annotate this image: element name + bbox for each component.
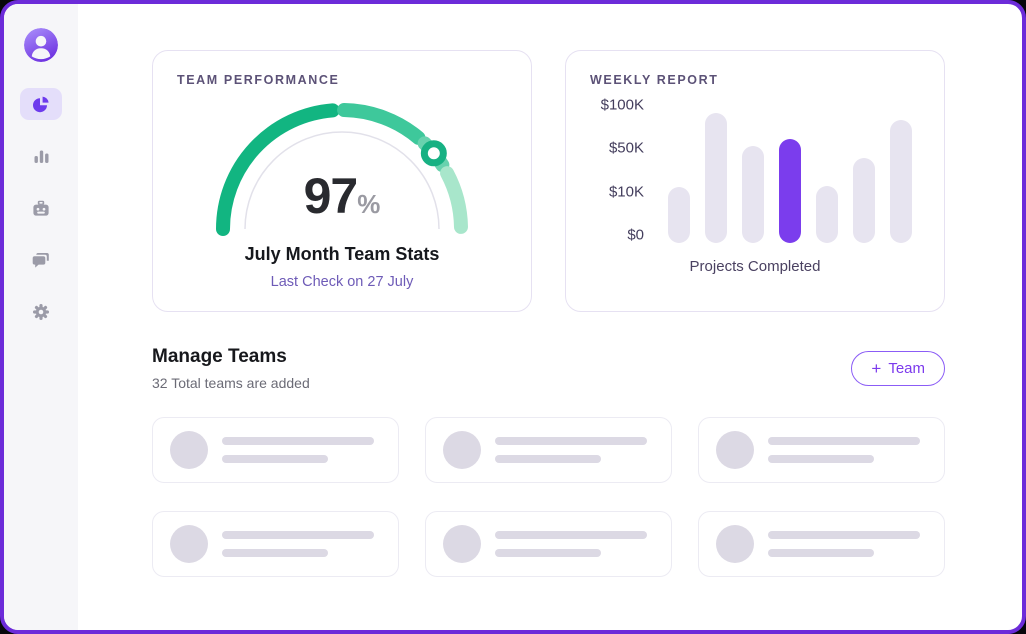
weekly-bar-chart: $0 $10K $50K $100K: [590, 97, 920, 244]
team-performance-title: TEAM PERFORMANCE: [177, 73, 340, 87]
top-cards-row: TEAM PERFORMANCE 97% July Month Team Sta…: [152, 50, 945, 312]
sidebar-item-dashboard[interactable]: [20, 88, 62, 120]
y-axis-tick: $0: [627, 226, 644, 244]
team-performance-card: TEAM PERFORMANCE 97% July Month Team Sta…: [152, 50, 532, 312]
sidebar-item-bots[interactable]: [20, 192, 62, 224]
gauge-caption: Last Check on 27 July: [270, 274, 414, 290]
gauge-marker: [420, 140, 447, 167]
team-card[interactable]: [698, 511, 945, 577]
bar[interactable]: [816, 185, 838, 243]
placeholder-line: [222, 437, 374, 445]
placeholder-line: [768, 531, 920, 539]
add-team-button-label: Team: [888, 360, 925, 377]
weekly-report-title: WEEKLY REPORT: [590, 73, 719, 87]
y-axis-tick: $10K: [608, 183, 644, 201]
gauge-subtitle: July Month Team Stats: [244, 244, 440, 264]
team-grid: [152, 417, 945, 577]
chat-icon: [32, 252, 49, 268]
team-card[interactable]: [425, 417, 672, 483]
sidebar-item-messages[interactable]: [20, 244, 62, 276]
team-text-placeholder: [222, 437, 374, 463]
team-avatar-placeholder: [716, 431, 754, 469]
placeholder-line: [495, 531, 647, 539]
sidebar-item-settings[interactable]: [20, 296, 62, 328]
plus-icon: +: [871, 359, 882, 378]
sidebar: [4, 4, 78, 630]
team-avatar-placeholder: [443, 431, 481, 469]
bar-chart-icon: [34, 150, 48, 163]
team-avatar-placeholder: [716, 525, 754, 563]
performance-gauge: 97%: [207, 95, 477, 242]
gear-icon: [33, 304, 49, 320]
main-content: TEAM PERFORMANCE 97% July Month Team Sta…: [78, 4, 1022, 630]
user-avatar[interactable]: [24, 28, 58, 62]
bar[interactable]: [668, 187, 690, 243]
team-card[interactable]: [152, 417, 399, 483]
placeholder-line: [495, 437, 647, 445]
sidebar-nav: [20, 88, 62, 328]
x-axis-label: Projects Completed: [689, 258, 821, 275]
placeholder-line: [768, 455, 874, 463]
manage-teams-text: Manage Teams 32 Total teams are added: [152, 346, 310, 391]
team-text-placeholder: [768, 531, 920, 557]
team-card[interactable]: [698, 417, 945, 483]
placeholder-line: [768, 437, 920, 445]
y-axis: $0 $10K $50K $100K: [590, 97, 644, 244]
team-avatar-placeholder: [443, 525, 481, 563]
manage-teams-subtitle: 32 Total teams are added: [152, 375, 310, 391]
team-text-placeholder: [222, 531, 374, 557]
placeholder-line: [495, 455, 601, 463]
placeholder-line: [222, 549, 328, 557]
bar-highlighted[interactable]: [779, 139, 801, 243]
robot-icon: [33, 200, 49, 216]
placeholder-line: [222, 455, 328, 463]
sidebar-item-analytics[interactable]: [20, 140, 62, 172]
add-team-button[interactable]: + Team: [851, 351, 945, 386]
team-text-placeholder: [495, 531, 647, 557]
y-axis-tick: $100K: [600, 96, 644, 114]
placeholder-line: [768, 549, 874, 557]
placeholder-line: [222, 531, 374, 539]
pie-chart-icon: [33, 96, 49, 113]
manage-teams-title: Manage Teams: [152, 346, 287, 367]
bar[interactable]: [890, 119, 912, 243]
manage-teams-header: Manage Teams 32 Total teams are added + …: [152, 346, 945, 391]
bar[interactable]: [705, 112, 727, 243]
weekly-report-card: WEEKLY REPORT $0 $10K $50K $100K Projects C…: [565, 50, 945, 312]
team-text-placeholder: [495, 437, 647, 463]
gauge-svg: [216, 103, 468, 236]
team-card[interactable]: [425, 511, 672, 577]
team-text-placeholder: [768, 437, 920, 463]
bar-plot: [660, 103, 920, 243]
team-card[interactable]: [152, 511, 399, 577]
y-axis-tick: $50K: [608, 139, 644, 157]
placeholder-line: [495, 549, 601, 557]
team-avatar-placeholder: [170, 525, 208, 563]
bar[interactable]: [853, 157, 875, 243]
team-avatar-placeholder: [170, 431, 208, 469]
bar[interactable]: [742, 146, 764, 243]
